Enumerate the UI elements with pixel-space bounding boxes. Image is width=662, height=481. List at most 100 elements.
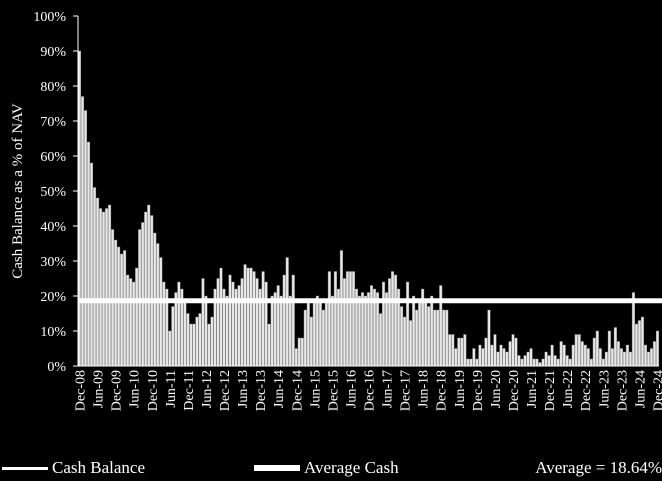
cash-balance-bar — [77, 50, 82, 367]
cash-balance-bar — [99, 208, 103, 367]
cash-balance-bar — [592, 337, 596, 367]
x-tick-label: Jun-19 — [453, 370, 468, 408]
cash-balance-bar — [427, 306, 431, 367]
cash-balance-bar — [577, 334, 581, 367]
x-tick-label: Jun-22 — [561, 370, 576, 408]
cash-balance-bar — [366, 292, 371, 367]
cash-balance-bar — [619, 348, 623, 367]
y-tick-label: 60% — [40, 150, 66, 165]
cash-balance-bar — [622, 351, 626, 367]
cash-balance-bar — [457, 337, 461, 367]
cash-balance-bar — [415, 309, 419, 367]
cash-balance-bar — [445, 309, 449, 367]
cash-balance-bar — [117, 246, 121, 367]
cash-balance-bar — [243, 264, 247, 367]
cash-balance-bar — [523, 355, 527, 367]
cash-balance-bar — [484, 337, 488, 367]
cash-balance-bar — [571, 344, 575, 367]
cash-balance-bar — [357, 295, 361, 367]
cash-balance-bar — [330, 295, 334, 367]
cash-balance-bar — [150, 215, 154, 367]
cash-balance-bar — [168, 330, 172, 367]
cash-balance-bar — [532, 358, 536, 367]
cash-balance-bar — [207, 323, 211, 367]
cash-balance-bar — [607, 330, 611, 367]
cash-balance-bar — [490, 344, 494, 367]
cash-balance-bar — [126, 274, 130, 367]
cash-balance-bar — [433, 309, 437, 367]
cash-balance-bar — [385, 292, 389, 367]
cash-balance-bar — [120, 253, 124, 367]
cash-balance-bar — [96, 197, 100, 367]
cash-balance-bar — [90, 162, 94, 367]
cash-balance-bar — [123, 250, 127, 367]
y-axis-ticks: 0% 10% 20% 30% 40% 50% 60% 70% 80% 90% 100% — [33, 10, 78, 375]
cash-balance-bar — [186, 313, 190, 367]
cash-balance-bar — [300, 337, 304, 367]
cash-balance-bar — [520, 358, 524, 367]
x-tick-label: Jun-20 — [489, 370, 504, 408]
cash-balance-bar — [505, 351, 509, 367]
cash-balance-bar — [348, 271, 352, 367]
x-tick-label: Jun-14 — [272, 370, 287, 408]
cash-balance-bar — [514, 337, 518, 367]
x-tick-label: Jun-24 — [633, 370, 648, 408]
cash-balance-bar — [538, 362, 542, 367]
cash-balance-bar — [306, 302, 310, 367]
cash-balance-bar — [430, 295, 434, 367]
x-tick-label: Dec-14 — [290, 370, 305, 411]
cash-balance-bar — [291, 274, 295, 367]
x-tick-label: Dec-10 — [146, 370, 161, 411]
cash-balance-bar — [141, 222, 145, 367]
cash-balance-bar — [598, 348, 602, 367]
cash-balance-bar — [466, 358, 470, 367]
cash-balance-bar — [400, 306, 404, 367]
cash-balance-bar — [544, 351, 548, 367]
cash-balance-bar — [553, 355, 557, 367]
cash-balance-bar — [318, 299, 322, 367]
cash-balance-bar — [412, 295, 416, 367]
cash-balance-bar — [249, 267, 253, 367]
cash-balance-bar — [460, 337, 464, 367]
cash-balance-bar — [255, 278, 259, 367]
cash-balance-bar — [646, 351, 650, 367]
cash-balance-bar — [472, 348, 476, 367]
cash-balance-bars — [77, 50, 659, 367]
cash-balance-bar — [478, 344, 482, 367]
cash-balance-bar — [288, 295, 292, 367]
y-tick-label: 40% — [40, 220, 66, 235]
cash-balance-bar — [394, 274, 398, 367]
cash-balance-bar — [210, 316, 214, 367]
cash-balance-bar — [264, 281, 268, 367]
cash-balance-bar — [198, 313, 202, 367]
cash-balance-bar — [162, 281, 166, 367]
cash-balance-bar — [625, 344, 629, 367]
x-tick-label: Jun-13 — [236, 370, 251, 408]
y-tick-label: 90% — [40, 45, 66, 60]
cash-balance-bar — [376, 292, 380, 367]
cash-balance-bar — [535, 358, 539, 367]
cash-balance-bar — [529, 348, 533, 367]
cash-balance-bar — [147, 204, 151, 367]
cash-balance-bar — [252, 271, 256, 367]
cash-balance-bar — [409, 320, 413, 367]
legend-label-average-cash: Average Cash — [304, 458, 399, 477]
cash-balance-bar — [388, 278, 392, 367]
cash-balance-bar — [481, 348, 485, 367]
x-tick-label: Jun-21 — [525, 370, 540, 408]
cash-balance-bar — [469, 358, 473, 367]
y-tick-label: 50% — [40, 185, 66, 200]
cash-balance-bar — [601, 358, 605, 367]
x-tick-label: Dec-23 — [615, 370, 630, 411]
cash-balance-bar — [195, 316, 199, 367]
cash-balance-bar — [111, 229, 115, 367]
x-tick-label: Dec-18 — [435, 370, 450, 411]
cash-balance-bar — [204, 295, 208, 367]
x-tick-label: Dec-09 — [110, 370, 125, 411]
cash-balance-bar — [225, 295, 229, 367]
cash-balance-bar — [285, 257, 289, 367]
x-tick-label: Jun-15 — [308, 370, 323, 408]
cash-balance-bar — [309, 316, 313, 367]
cash-balance-bar — [129, 278, 133, 367]
